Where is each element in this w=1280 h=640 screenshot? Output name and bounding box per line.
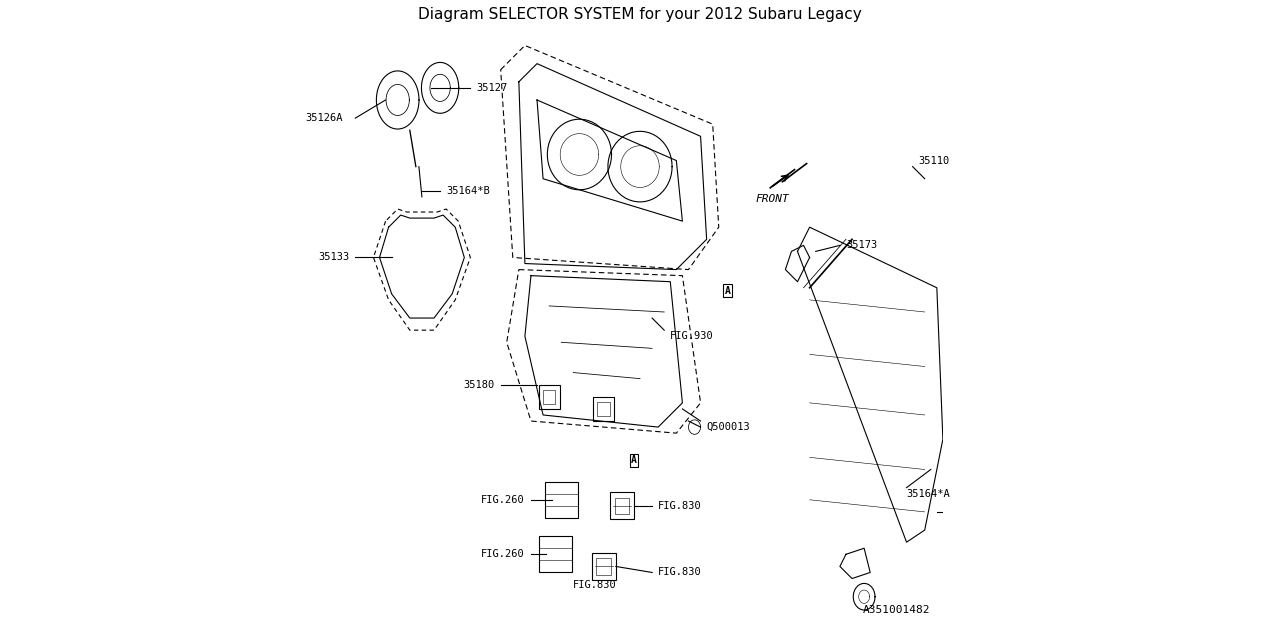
Text: FIG.260: FIG.260 (481, 495, 525, 505)
Bar (609, 492, 634, 520)
Bar (614, 498, 628, 514)
Title: Diagram SELECTOR SYSTEM for your 2012 Subaru Legacy: Diagram SELECTOR SYSTEM for your 2012 Su… (419, 7, 861, 22)
Text: Q500013: Q500013 (707, 422, 750, 432)
Text: FIG.260: FIG.260 (481, 549, 525, 559)
Text: 35110: 35110 (919, 156, 950, 166)
Text: 35133: 35133 (317, 252, 349, 262)
Text: FIG.930: FIG.930 (671, 332, 714, 341)
Text: FIG.830: FIG.830 (658, 501, 701, 511)
Text: FIG.830: FIG.830 (658, 568, 701, 577)
Text: 35173: 35173 (846, 241, 877, 250)
Text: 35127: 35127 (476, 83, 508, 93)
Bar (591, 553, 616, 580)
Text: A: A (724, 286, 731, 296)
Text: 35180: 35180 (463, 380, 494, 390)
Text: FRONT: FRONT (755, 194, 788, 204)
Text: 35126A: 35126A (306, 113, 343, 123)
Bar (543, 390, 556, 404)
Bar (596, 558, 611, 575)
Text: 35164*B: 35164*B (447, 186, 490, 196)
Text: A: A (631, 456, 637, 465)
Bar (539, 536, 572, 572)
Bar (593, 397, 614, 421)
Bar (539, 385, 559, 409)
Bar (598, 402, 611, 416)
Text: A351001482: A351001482 (863, 605, 931, 615)
Bar (544, 482, 577, 518)
Text: 35164*A: 35164*A (906, 489, 950, 499)
Text: FIG.830: FIG.830 (573, 580, 617, 589)
